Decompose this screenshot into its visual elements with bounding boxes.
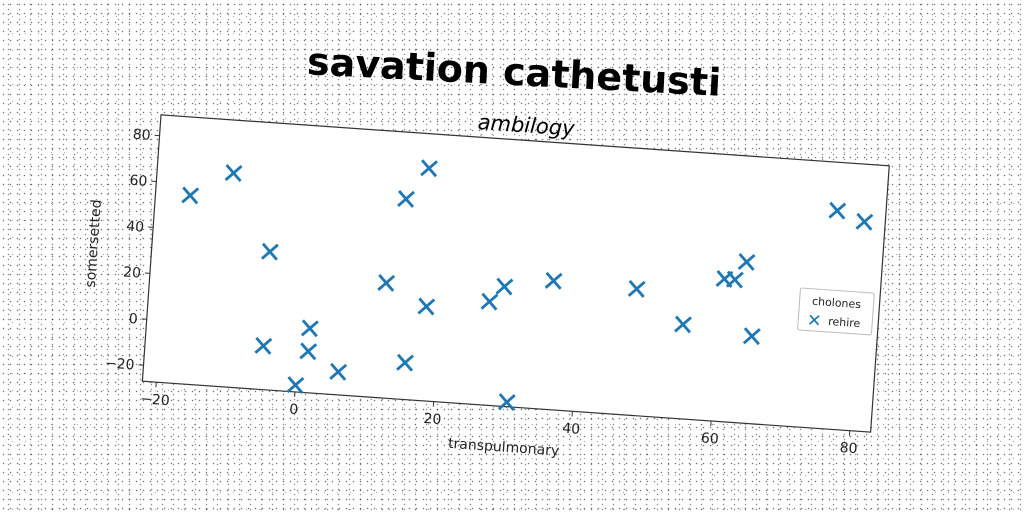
y-tick-label: 0 — [128, 311, 138, 328]
plot-area: ambilogy transpulmonary somersetted −20 0… — [83, 110, 890, 460]
data-point — [544, 271, 563, 290]
y-tick-label: 80 — [132, 127, 151, 144]
data-point — [254, 336, 273, 355]
x-tick-label: 40 — [562, 421, 581, 438]
plot-frame — [141, 114, 890, 433]
data-point — [420, 159, 439, 178]
data-point — [181, 186, 200, 205]
data-point — [397, 189, 415, 208]
data-point — [855, 212, 874, 231]
data-point — [224, 164, 243, 182]
figure-title: savation cathetusti — [306, 39, 722, 105]
data-point — [329, 362, 348, 381]
legend-label: rehire — [828, 315, 861, 330]
y-axis-label: somersetted — [83, 199, 105, 288]
data-point — [742, 327, 761, 346]
data-point — [737, 253, 756, 271]
data-point — [299, 342, 318, 361]
data-point — [497, 393, 516, 412]
data-point — [725, 270, 744, 289]
y-tick-label: 60 — [129, 173, 148, 190]
y-axis: −20 0 20 40 60 80 — [104, 127, 160, 374]
x-tick-label: 0 — [289, 402, 299, 419]
x-axis-label: transpulmonary — [448, 436, 560, 460]
data-point — [377, 273, 396, 292]
legend-marker — [808, 314, 820, 326]
x-tick-label: 20 — [423, 411, 442, 428]
data-point — [260, 242, 279, 261]
data-point — [417, 297, 436, 316]
x-tick-label: 60 — [700, 430, 719, 447]
legend: cholones rehire — [797, 287, 875, 336]
data-point — [627, 279, 646, 298]
data-point — [286, 376, 305, 394]
data-point — [495, 277, 514, 296]
data-point — [828, 201, 847, 220]
y-tick-label: 40 — [126, 219, 145, 236]
y-tick-label: 20 — [123, 264, 142, 281]
data-point — [674, 315, 692, 334]
legend-title: cholones — [812, 295, 862, 311]
legend-marker-x — [808, 314, 820, 326]
data-point — [480, 292, 499, 311]
x-tick-label: 80 — [839, 440, 858, 457]
x-tick-label: −20 — [140, 391, 171, 409]
data-point — [300, 319, 319, 338]
x-axis: −20 0 20 40 60 80 — [140, 382, 858, 457]
data-markers — [181, 159, 874, 412]
y-tick-label: −20 — [104, 355, 135, 373]
data-point — [396, 353, 414, 372]
chart-subtitle: ambilogy — [477, 110, 576, 141]
